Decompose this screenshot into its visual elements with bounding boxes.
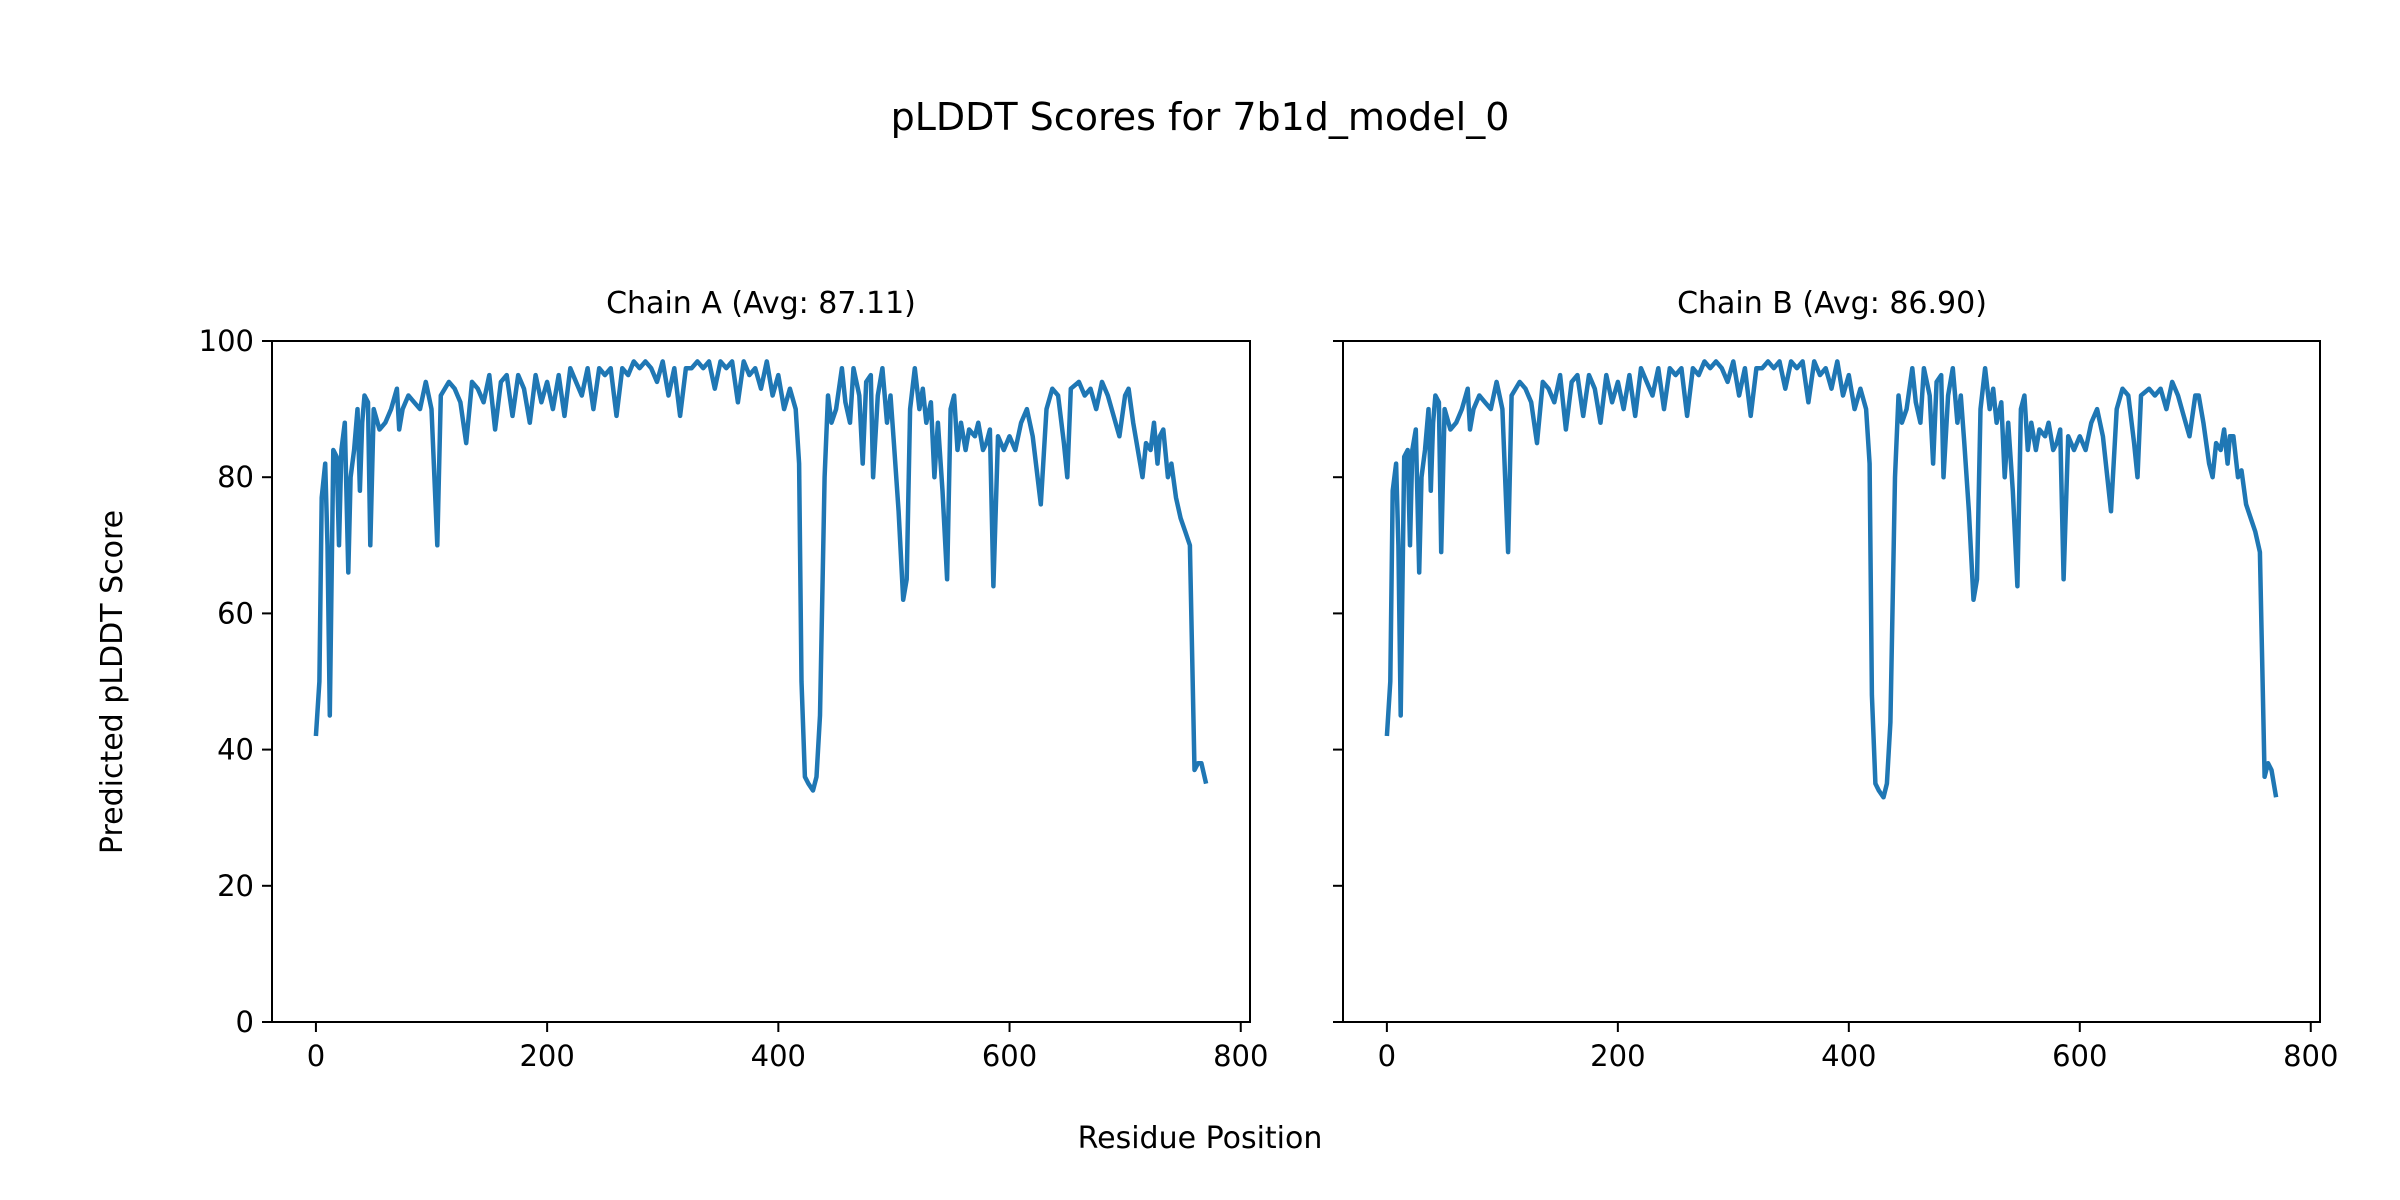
x-tick-label: 0: [307, 1039, 325, 1073]
y-tick-label: 20: [217, 869, 254, 903]
x-tick-label: 200: [1590, 1039, 1645, 1073]
panel-chain-b: Chain B (Avg: 86.90) 0 200 400 600 800: [1333, 286, 2338, 1073]
figure-title: pLDDT Scores for 7b1d_model_0: [891, 95, 1510, 139]
panel-chain-a: Chain A (Avg: 87.11) 0 200 400 600 800 0 20 40 6…: [199, 286, 1269, 1073]
x-tick-label: 400: [1821, 1039, 1876, 1073]
plddt-line-series: [313, 359, 1209, 793]
y-tick-label: 60: [217, 596, 254, 630]
y-tick-label: 0: [236, 1005, 254, 1039]
panel-title-chain-a: Chain A (Avg: 87.11): [606, 286, 916, 321]
x-axis-label: Residue Position: [1078, 1121, 1323, 1156]
x-tick-label: 800: [1213, 1039, 1268, 1073]
x-tick-label: 0: [1378, 1039, 1396, 1073]
axes-frame: [1342, 340, 2321, 1023]
x-tick-label: 400: [751, 1039, 806, 1073]
panel-title-chain-b: Chain B (Avg: 86.90): [1677, 286, 1987, 321]
x-tick-label: 600: [982, 1039, 1037, 1073]
y-axis-label: Predicted pLDDT Score: [95, 510, 130, 854]
y-tick-label: 100: [199, 324, 254, 358]
y-tick-label: 80: [217, 460, 254, 494]
x-tick-label: 800: [2283, 1039, 2338, 1073]
y-tick-label: 40: [217, 733, 254, 767]
x-tick-label: 200: [519, 1039, 574, 1073]
axes-frame: [271, 340, 1251, 1023]
plddt-line-series: [1384, 359, 2279, 800]
x-tick-label: 600: [2052, 1039, 2107, 1073]
